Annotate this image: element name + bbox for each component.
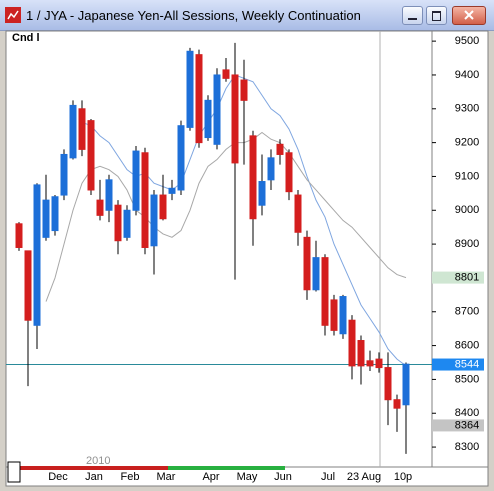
candle-body — [186, 50, 194, 128]
candle-body — [357, 340, 365, 367]
price-marker — [432, 419, 484, 432]
price-marker-label: 8801 — [455, 271, 479, 283]
candle-body — [150, 194, 158, 247]
title-bar: 1 / JYA - Japanese Yen-All Sessions, Wee… — [0, 0, 494, 31]
candle-body — [33, 184, 41, 326]
candle-body — [132, 150, 140, 211]
close-icon — [464, 10, 474, 20]
candle-body — [330, 299, 338, 331]
candle-body — [348, 319, 356, 367]
candle-body — [276, 143, 284, 155]
candle-body — [195, 54, 203, 144]
candle-body — [339, 296, 347, 335]
candle-body — [96, 199, 104, 216]
candle-body — [249, 135, 257, 220]
candle-body — [204, 99, 212, 139]
x-tick-label: 23 Aug — [347, 471, 381, 483]
window-title: 1 / JYA - Japanese Yen-All Sessions, Wee… — [26, 8, 361, 23]
candle-body — [15, 223, 23, 248]
y-tick-label: 9500 — [455, 35, 479, 47]
y-tick-label: 9100 — [455, 170, 479, 182]
candle-body — [231, 74, 239, 164]
x-tick-label: Mar — [157, 471, 176, 483]
candle-body — [141, 152, 149, 248]
candle-body — [123, 209, 131, 238]
x-tick-label: Jan — [85, 471, 103, 483]
scroll-box[interactable] — [7, 461, 21, 483]
candle-body — [60, 153, 68, 196]
time-band — [168, 466, 285, 470]
candle-body — [321, 257, 329, 326]
price-marker — [432, 271, 484, 284]
candle-body — [24, 250, 32, 321]
price-marker-label: 8364 — [455, 419, 479, 431]
candle-body — [267, 157, 275, 181]
candle-body — [294, 194, 302, 233]
candle-body — [87, 120, 95, 191]
moving-average — [45, 131, 407, 302]
candle-body — [42, 199, 50, 238]
candle-body — [105, 179, 113, 211]
x-tick-label: 10 — [394, 471, 406, 483]
y-tick-label: 8700 — [455, 306, 479, 318]
minimize-button[interactable] — [402, 6, 423, 25]
x-tick-label: Feb — [121, 471, 140, 483]
y-tick-label: 8400 — [455, 407, 479, 419]
candle-body — [168, 187, 176, 194]
study-label: Cnd l — [12, 32, 40, 44]
candle-body — [240, 79, 248, 101]
y-tick-label: 9200 — [455, 137, 479, 149]
candle-body — [114, 204, 122, 242]
x-tick-label: Jun — [274, 471, 292, 483]
candle-body — [393, 399, 401, 409]
y-tick-label: 8500 — [455, 373, 479, 385]
candle-body — [69, 104, 77, 159]
y-tick-label: 8300 — [455, 441, 479, 453]
candle-body — [177, 125, 185, 191]
candle-body — [375, 358, 383, 369]
candle-body — [159, 194, 167, 220]
candle-body — [213, 74, 221, 145]
candle-body — [402, 363, 410, 406]
x-tick-label: Apr — [202, 471, 219, 483]
candle-body — [303, 236, 311, 291]
y-tick-label: 8600 — [455, 339, 479, 351]
candle-body — [222, 69, 230, 79]
candle-body — [384, 367, 392, 401]
price-marker — [432, 358, 484, 371]
x-tick-label: May — [237, 471, 258, 483]
candle-body — [258, 181, 266, 206]
candle-body — [51, 196, 59, 232]
x-tick-label: p — [406, 471, 412, 483]
time-band — [20, 466, 168, 470]
year-label: 2010 — [86, 455, 110, 467]
candle-body — [285, 152, 293, 193]
y-tick-label: 8900 — [455, 238, 479, 250]
candle-body — [78, 108, 86, 150]
candle-body — [312, 257, 320, 291]
x-tick-label: Dec — [48, 471, 68, 483]
close-button[interactable] — [452, 6, 486, 25]
x-tick-label: Jul — [321, 471, 335, 483]
maximize-button[interactable] — [426, 6, 447, 25]
candle-body — [366, 360, 374, 367]
app-icon — [5, 7, 21, 23]
price-marker-label: 8544 — [455, 358, 479, 370]
y-tick-label: 9300 — [455, 103, 479, 115]
y-tick-label: 9400 — [455, 69, 479, 81]
y-tick-label: 9000 — [455, 204, 479, 216]
